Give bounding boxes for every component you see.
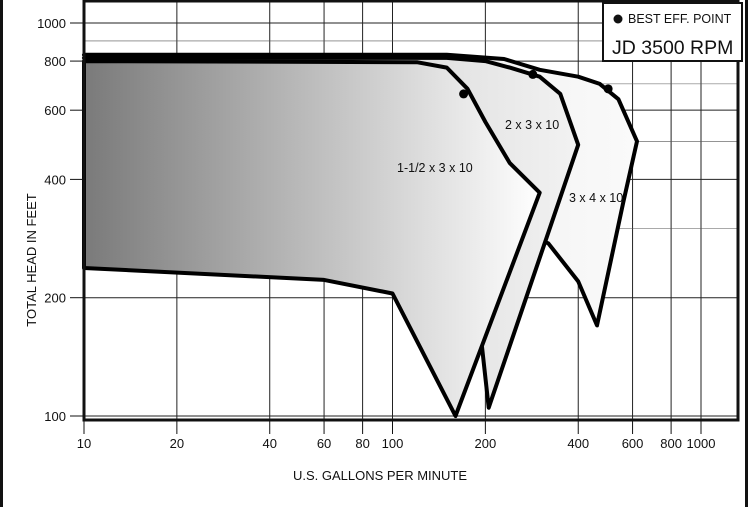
best-eff-point-1 <box>528 69 538 79</box>
x-tick-label: 600 <box>622 436 644 451</box>
x-tick-label: 20 <box>170 436 184 451</box>
axis-ticks: 10 20 40 60 80 100 200 400 600 800 1000 100 200 400 60… <box>37 16 715 451</box>
y-tick-label: 800 <box>44 54 66 69</box>
best-eff-points <box>459 69 613 99</box>
y-tick-label: 200 <box>44 291 66 306</box>
series-label-3x4x10: 3 x 4 x 10 <box>569 191 623 205</box>
x-tick-label: 80 <box>355 436 369 451</box>
series-label-1-5x3x10: 1-1/2 x 3 x 10 <box>397 161 473 175</box>
x-tick-label: 200 <box>475 436 497 451</box>
legend-box: BEST EFF. POINT JD 3500 RPM <box>602 2 743 62</box>
x-tick-label: 400 <box>567 436 589 451</box>
y-tick-label: 600 <box>44 103 66 118</box>
series-labels: 3 x 4 x 10 2 x 3 x 10 1-1/2 x 3 x 10 <box>397 118 623 205</box>
series-area-2 <box>82 59 542 418</box>
best-eff-point-0 <box>603 84 613 94</box>
x-tick-label: 40 <box>263 436 277 451</box>
y-axis-label: TOTAL HEAD IN FEET <box>24 193 39 326</box>
series-areas <box>82 52 639 418</box>
legend-border <box>602 2 743 62</box>
chart-title: JD 3500 RPM <box>612 37 733 59</box>
y-tick-label: 1000 <box>37 16 66 31</box>
x-tick-label: 800 <box>660 436 682 451</box>
x-tick-label: 100 <box>382 436 404 451</box>
x-tick-label: 10 <box>77 436 91 451</box>
x-tick-label: 1000 <box>687 436 716 451</box>
legend-marker <box>613 14 623 24</box>
y-tick-label: 400 <box>44 172 66 187</box>
x-axis-label: U.S. GALLONS PER MINUTE <box>293 468 467 483</box>
legend-marker-label: BEST EFF. POINT <box>628 12 732 26</box>
plot-border <box>82 0 740 422</box>
y-tick-label: 100 <box>44 409 66 424</box>
series-label-2x3x10: 2 x 3 x 10 <box>505 118 559 132</box>
best-eff-point-2 <box>459 89 469 99</box>
x-tick-label: 60 <box>317 436 331 451</box>
